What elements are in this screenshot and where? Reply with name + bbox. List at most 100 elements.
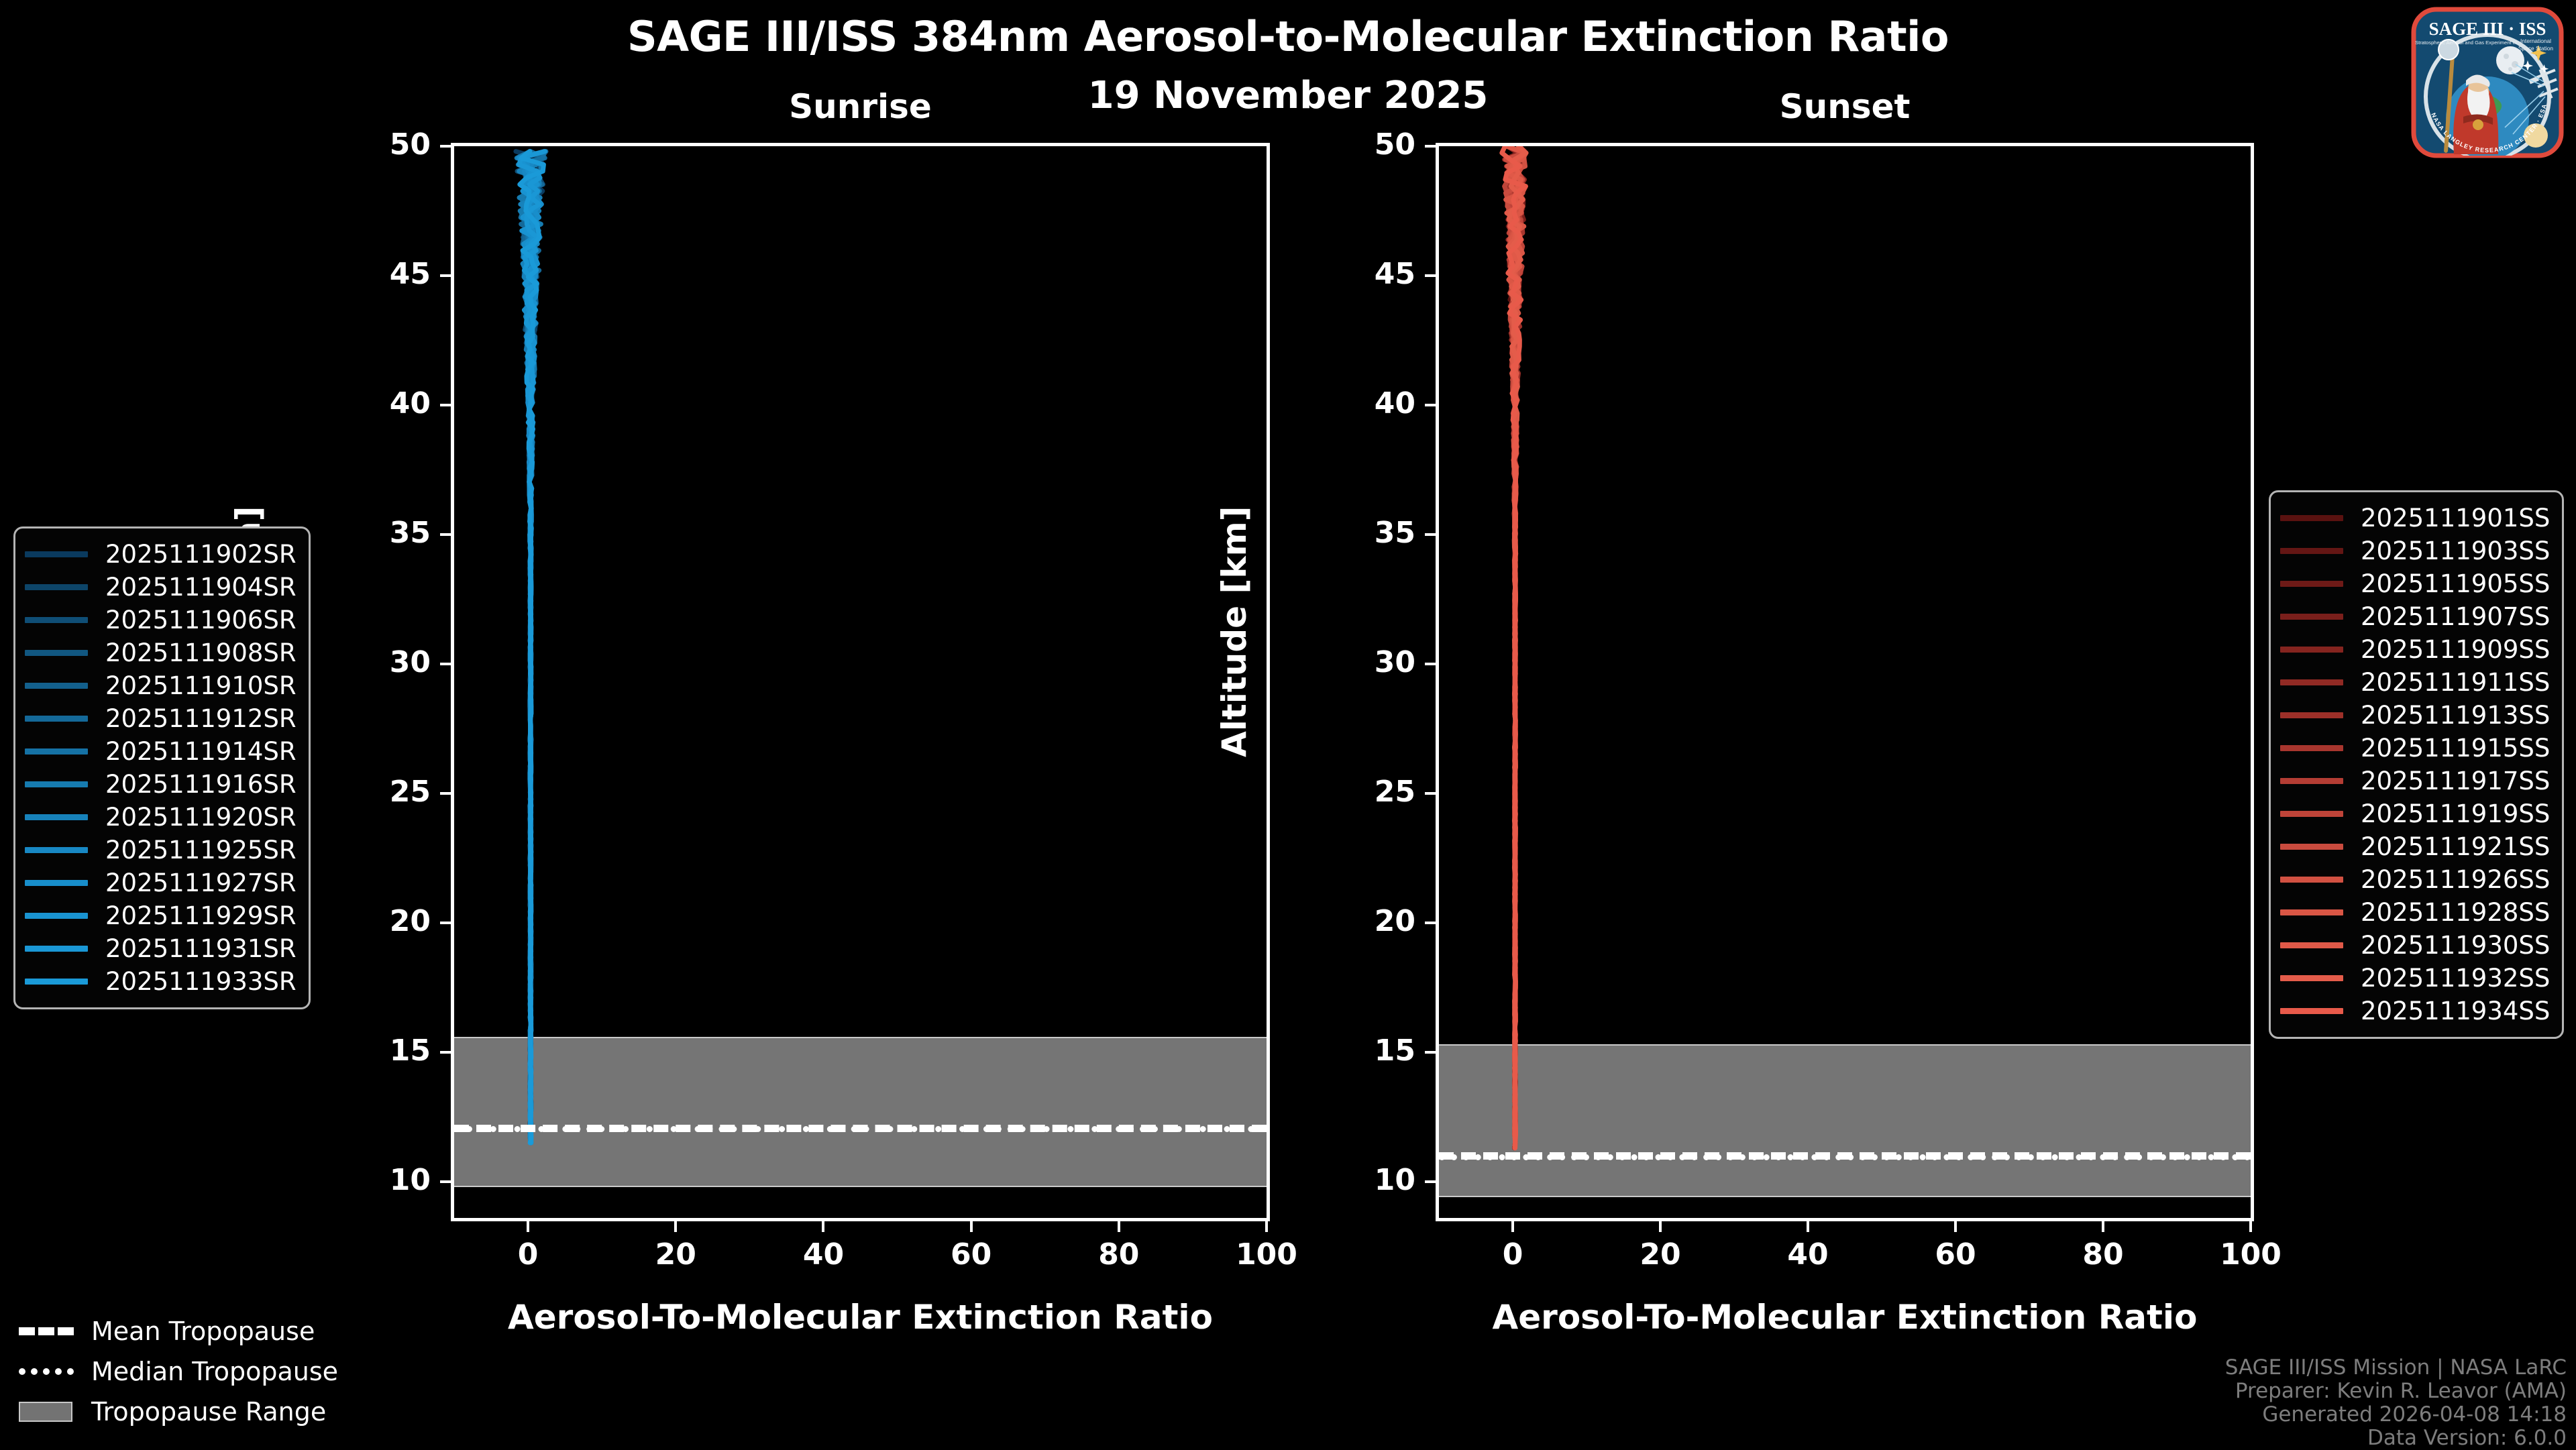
x-axis-tick-label: 0 [1502,1237,1523,1272]
y-axis-tick-label: 35 [389,515,431,550]
legend-item[interactable]: 2025111934SS [2280,995,2550,1027]
legend-item-label: 2025111921SS [2361,832,2551,861]
x-axis-label-sunrise: Aerosol-To-Molecular Extinction Ratio [508,1298,1213,1337]
legend-item[interactable]: 2025111911SS [2280,666,2550,699]
y-axis-tick-label: 50 [1374,127,1415,162]
patch-title: SAGE III · ISS [2429,19,2546,39]
x-axis-tick-label: 0 [517,1237,539,1272]
y-axis-tick-label: 30 [389,645,431,679]
profile-line [517,149,546,1146]
x-axis-tick [674,1221,678,1232]
legend-item[interactable]: 2025111920SR [25,801,297,834]
legend-item-label: 2025111903SS [2361,537,2551,565]
legend-item[interactable]: 2025111931SR [25,932,297,965]
legend-item-label: 2025111934SS [2361,997,2551,1025]
legend-sunrise[interactable]: 2025111902SR 2025111904SR 2025111906SR 2025… [13,526,311,1009]
legend-item-tropopause-range: Tropopause Range [19,1392,394,1432]
legend-item-label: 2025111925SR [105,836,297,865]
legend-item[interactable]: 2025111926SS [2280,863,2550,896]
legend-item[interactable]: 2025111919SS [2280,797,2550,830]
y-axis-tick [440,274,451,277]
legend-item[interactable]: 2025111916SR [25,768,297,801]
y-axis-tick-label: 35 [1374,515,1415,550]
y-axis-tick-label: 10 [389,1162,431,1197]
legend-color-swatch [25,683,88,689]
legend-item-mean-tropopause: Mean Tropopause [19,1311,394,1351]
legend-color-swatch [2280,811,2343,817]
legend-item[interactable]: 2025111929SR [25,899,297,932]
legend-item[interactable]: 2025111901SS [2280,502,2550,535]
legend-item-label: 2025111904SR [105,573,297,602]
y-axis-tick-label: 30 [1374,645,1415,679]
legend-item-label: 2025111911SS [2361,668,2551,697]
y-axis-tick-label: 50 [389,127,431,162]
legend-item[interactable]: 2025111908SR [25,636,297,669]
y-axis-tick [1425,403,1436,406]
x-axis-label-sunset: Aerosol-To-Molecular Extinction Ratio [1492,1298,2198,1337]
legend-item[interactable]: 2025111925SR [25,834,297,867]
legend-item[interactable]: 2025111904SR [25,571,297,604]
y-axis-tick-label: 45 [1374,256,1415,291]
patch-subtitle-left: Stratospheric Aerosol and Gas Experiment… [2415,40,2517,46]
legend-item[interactable]: 2025111912SR [25,702,297,735]
dotted-line-icon [19,1368,74,1375]
legend-item-label: 2025111907SS [2361,602,2551,631]
legend-sunset[interactable]: 2025111901SS 2025111903SS 2025111905SS 2025… [2269,490,2565,1039]
legend-color-swatch [25,979,88,985]
legend-item-label: 2025111910SR [105,671,297,700]
y-axis-tick [440,145,451,148]
legend-item[interactable]: 2025111930SS [2280,929,2550,962]
legend-color-swatch [25,880,88,886]
x-axis-tick [2102,1221,2104,1232]
credits-preparer: Preparer: Kevin R. Leavor (AMA) [2235,1379,2567,1403]
legend-color-swatch [25,913,88,919]
y-axis-tick-label: 25 [389,774,431,809]
legend-item[interactable]: 2025111903SS [2280,535,2550,567]
profile-curves-sunset [1499,146,1529,1151]
x-axis-tick-label: 60 [1935,1237,1976,1272]
legend-color-swatch [25,584,88,590]
y-axis-tick-label: 10 [1374,1162,1415,1197]
legend-color-swatch [2280,647,2343,653]
filled-box-icon [19,1402,74,1422]
patch-subtitle-right-2: Space Station [2518,45,2553,52]
y-axis-tick-label: 15 [1374,1033,1415,1068]
legend-item[interactable]: 2025111909SS [2280,633,2550,666]
legend-item[interactable]: 2025111905SS [2280,567,2550,600]
legend-item[interactable]: 2025111906SR [25,604,297,636]
legend-item-label: 2025111906SR [105,606,297,634]
legend-item[interactable]: 2025111921SS [2280,830,2550,863]
legend-item[interactable]: 2025111913SS [2280,699,2550,732]
y-axis-tick [440,1180,451,1183]
x-axis-tick-label: 60 [951,1237,992,1272]
legend-color-swatch [25,551,88,557]
legend-item[interactable]: 2025111915SS [2280,732,2550,765]
legend-item[interactable]: 2025111917SS [2280,765,2550,797]
legend-item[interactable]: 2025111932SS [2280,962,2550,995]
legend-item[interactable]: 2025111933SR [25,965,297,998]
legend-item[interactable]: 2025111907SS [2280,600,2550,633]
legend-item-median-tropopause: Median Tropopause [19,1351,394,1392]
y-axis-tick [440,921,451,924]
y-axis-tick [1425,791,1436,795]
legend-item[interactable]: 2025111910SR [25,669,297,702]
legend-item[interactable]: 2025111927SR [25,867,297,899]
legend-item[interactable]: 2025111928SS [2280,896,2550,929]
legend-color-swatch [2280,745,2343,751]
legend-item-label: 2025111920SR [105,803,297,832]
y-axis-tick-label: 20 [389,903,431,938]
legend-item[interactable]: 2025111902SR [25,538,297,571]
y-axis-tick [440,662,451,665]
legend-color-swatch [25,847,88,853]
panel-title-sunrise: Sunrise [789,87,932,126]
x-axis-tick [1659,1221,1662,1232]
x-axis-tick [2249,1221,2252,1232]
profile-curves-sunrise [513,149,549,1146]
x-axis-tick [1511,1221,1514,1232]
legend-item-label: 2025111902SR [105,540,297,569]
legend-item-label: 2025111912SR [105,704,297,733]
y-axis-tick [1425,921,1436,924]
legend-color-swatch [2280,515,2343,521]
legend-item-label: 2025111933SR [105,967,297,996]
legend-item[interactable]: 2025111914SR [25,735,297,768]
